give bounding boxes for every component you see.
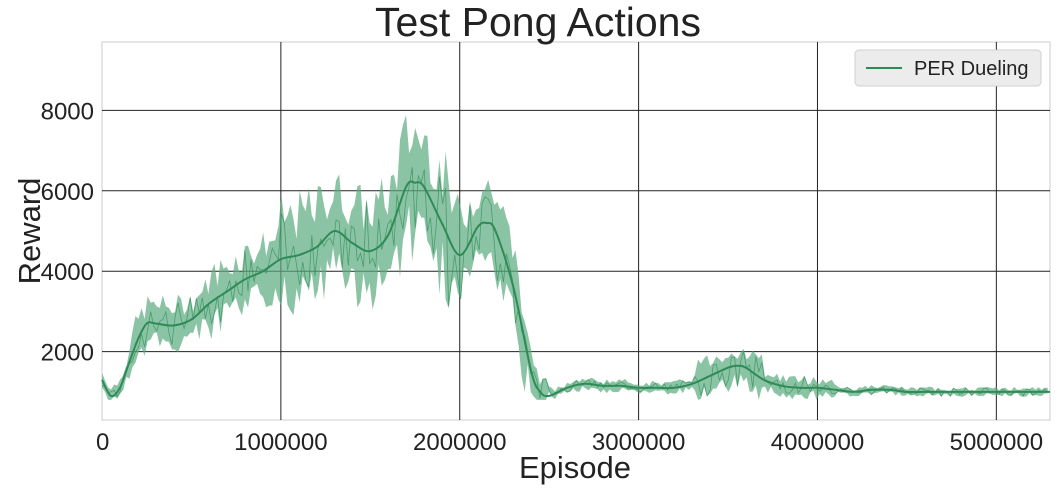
chart-title: Test Pong Actions: [375, 0, 701, 45]
y-tick-label: 8000: [41, 98, 94, 125]
plot-frame: [101, 41, 1051, 421]
x-tick-label: 3000000: [592, 429, 685, 456]
x-tick-label: 2000000: [413, 429, 506, 456]
legend-box: [854, 49, 1042, 87]
x-tick-labels: 0 1000000 2000000 3000000 4000000 5000000: [96, 429, 1043, 456]
y-tick-label: 4000: [41, 259, 94, 286]
legend-label: PER Dueling: [914, 58, 1029, 80]
y-tick-labels: 2000 4000 6000 8000: [41, 98, 94, 366]
series-line-group: [101, 180, 1051, 398]
y-tick-label: 6000: [41, 179, 94, 206]
x-tick-label: 1000000: [234, 429, 327, 456]
series-band: [102, 115, 1048, 400]
x-tick-label: 5000000: [950, 429, 1043, 456]
x-axis-title: Episode: [519, 450, 631, 485]
x-tick-label: 0: [96, 429, 109, 456]
x-tick-label: 4000000: [771, 429, 864, 456]
y-tick-label: 2000: [41, 340, 94, 367]
y-axis-title: Reward: [12, 178, 47, 285]
legend: PER Dueling: [854, 49, 1042, 87]
series-line-per-dueling: [101, 180, 1050, 398]
